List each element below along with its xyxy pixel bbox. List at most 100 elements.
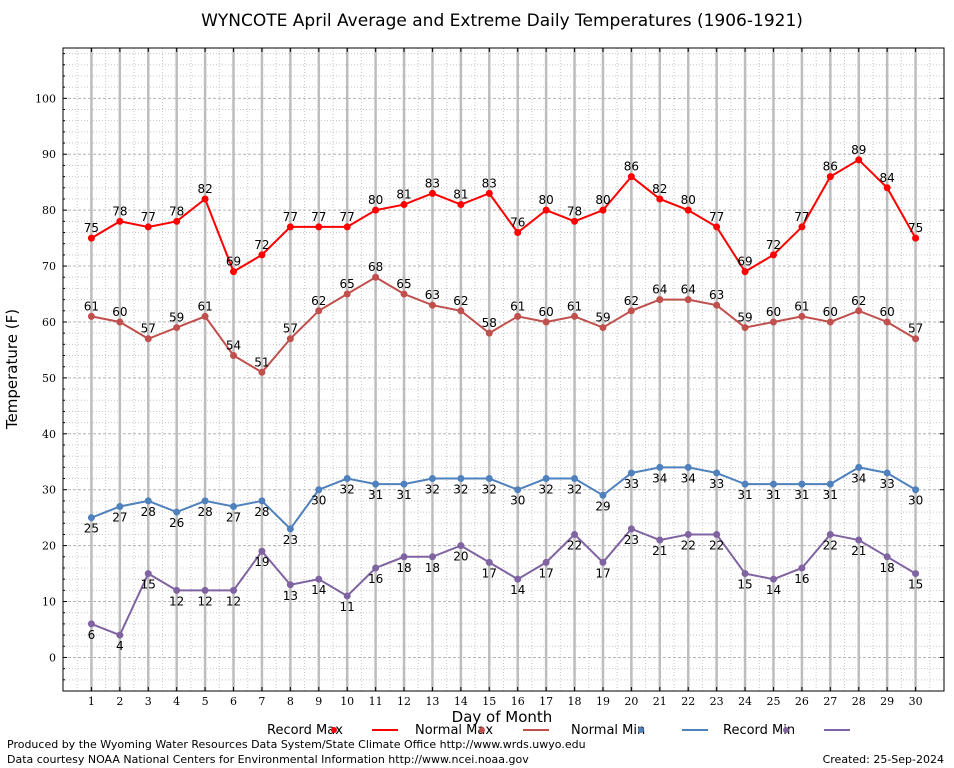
data-label: 18 [396,561,411,575]
data-label: 54 [226,339,241,353]
data-point [144,497,152,505]
y-tick-label: 100 [35,92,56,105]
plot-area-frame [62,47,945,692]
data-point [87,312,95,320]
data-label: 80 [595,193,610,207]
data-point [542,318,550,326]
data-label: 19 [254,555,269,569]
x-tick-label: 4 [173,695,180,708]
data-point [457,201,465,209]
data-label: 60 [823,305,838,319]
data-label: 22 [567,538,582,552]
data-point [684,463,692,471]
data-point [826,530,834,538]
data-label: 23 [283,533,298,547]
data-label: 16 [368,572,383,586]
data-point [883,318,891,326]
data-point [571,530,579,538]
data-point [315,307,323,315]
data-point [400,480,408,488]
data-label: 83 [482,176,497,190]
data-point [741,480,749,488]
data-point [343,223,351,231]
data-point [144,223,152,231]
legend-label: Normal Max [415,723,493,738]
data-label: 23 [624,533,639,547]
data-point [87,620,95,628]
x-tick-label: 26 [795,695,809,708]
data-label: 82 [652,182,667,196]
data-label: 15 [908,578,923,592]
data-label: 64 [652,283,667,297]
data-label: 61 [510,299,525,313]
data-point [769,575,777,583]
x-tick-label: 29 [880,695,894,708]
data-label: 33 [624,477,639,491]
data-point [315,486,323,494]
data-point [201,586,209,594]
x-tick-label: 10 [340,695,354,708]
data-point [230,586,238,594]
data-label: 32 [425,483,440,497]
x-tick-label: 16 [511,695,525,708]
x-tick-label: 19 [596,695,610,708]
data-label: 29 [595,499,610,513]
data-label: 34 [681,471,696,485]
y-tick-label: 90 [42,148,56,161]
data-label: 62 [311,294,326,308]
legend-label: Record Min [723,723,795,738]
data-point [485,329,493,337]
data-label: 22 [709,538,724,552]
data-point [713,530,721,538]
data-label: 58 [482,316,497,330]
x-tick-label: 30 [909,695,923,708]
data-point [542,558,550,566]
data-label: 86 [624,160,639,174]
data-point [883,184,891,192]
data-point [798,312,806,320]
data-point [87,514,95,522]
data-point [769,251,777,259]
data-label: 28 [197,505,212,519]
data-point [428,189,436,197]
x-tick-label: 13 [425,695,439,708]
data-label: 22 [823,538,838,552]
data-point [201,312,209,320]
data-point [428,301,436,309]
data-label: 77 [283,210,298,224]
data-point [656,195,664,203]
data-point [656,536,664,544]
data-label: 64 [681,283,696,297]
data-point [571,217,579,225]
data-point [514,312,522,320]
data-label: 76 [510,216,525,230]
data-point [485,558,493,566]
data-label: 62 [624,294,639,308]
data-point [87,234,95,242]
data-point [173,586,181,594]
footer-created-date: Created: 25-Sep-2024 [822,753,944,766]
data-label: 33 [880,477,895,491]
data-point [514,486,522,494]
data-point [428,553,436,561]
data-point [883,469,891,477]
x-tick-label: 12 [397,695,411,708]
data-point [713,223,721,231]
data-point [343,475,351,483]
data-label: 57 [141,322,156,336]
data-label: 84 [880,171,895,185]
data-point [684,530,692,538]
data-label: 86 [823,160,838,174]
data-point [201,497,209,505]
data-point [286,525,294,533]
data-label: 61 [567,299,582,313]
data-point [457,542,465,550]
data-label: 63 [425,288,440,302]
data-label: 15 [141,578,156,592]
data-label: 13 [283,589,298,603]
footer-data-courtesy: Data courtesy NOAA National Centers for … [7,753,529,766]
data-label: 30 [908,494,923,508]
data-label: 80 [368,193,383,207]
data-point [912,570,920,578]
data-label: 80 [681,193,696,207]
